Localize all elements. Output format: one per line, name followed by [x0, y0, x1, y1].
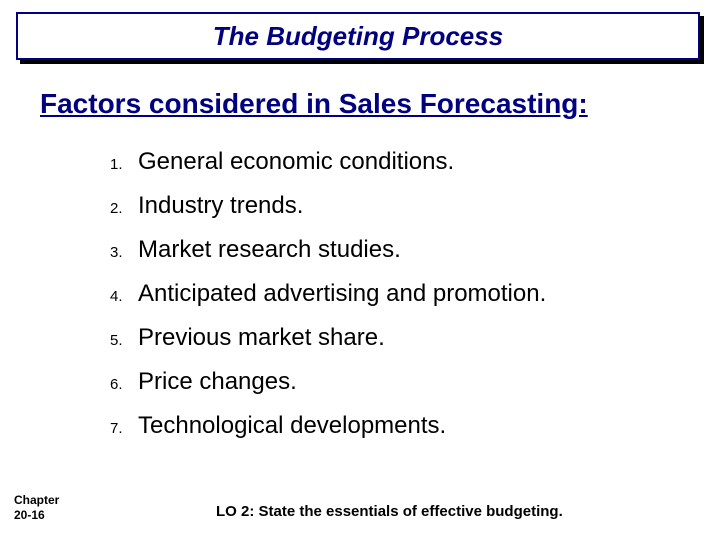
- list-text: Technological developments.: [138, 412, 446, 440]
- title-bar: The Budgeting Process: [16, 12, 700, 60]
- list-item: 7. Technological developments.: [110, 412, 546, 440]
- slide-title: The Budgeting Process: [213, 21, 503, 52]
- list-item: 4. Anticipated advertising and promotion…: [110, 280, 546, 308]
- chapter-label: Chapter: [14, 493, 59, 509]
- list-item: 1. General economic conditions.: [110, 148, 546, 176]
- factors-list: 1. General economic conditions. 2. Indus…: [110, 148, 546, 456]
- chapter-reference: Chapter 20-16: [14, 493, 59, 524]
- list-text: Industry trends.: [138, 192, 303, 220]
- learning-objective: LO 2: State the essentials of effective …: [216, 503, 563, 520]
- list-item: 3. Market research studies.: [110, 236, 546, 264]
- list-item: 6. Price changes.: [110, 368, 546, 396]
- list-number: 3.: [110, 244, 138, 261]
- list-number: 5.: [110, 332, 138, 349]
- list-text: General economic conditions.: [138, 148, 454, 176]
- list-number: 6.: [110, 376, 138, 393]
- list-item: 5. Previous market share.: [110, 324, 546, 352]
- list-text: Market research studies.: [138, 236, 401, 264]
- slide-subtitle: Factors considered in Sales Forecasting:: [40, 88, 588, 120]
- list-number: 4.: [110, 288, 138, 305]
- list-number: 1.: [110, 156, 138, 173]
- list-item: 2. Industry trends.: [110, 192, 546, 220]
- list-number: 7.: [110, 420, 138, 437]
- chapter-number: 20-16: [14, 508, 59, 524]
- list-number: 2.: [110, 200, 138, 217]
- list-text: Previous market share.: [138, 324, 385, 352]
- list-text: Price changes.: [138, 368, 297, 396]
- list-text: Anticipated advertising and promotion.: [138, 280, 546, 308]
